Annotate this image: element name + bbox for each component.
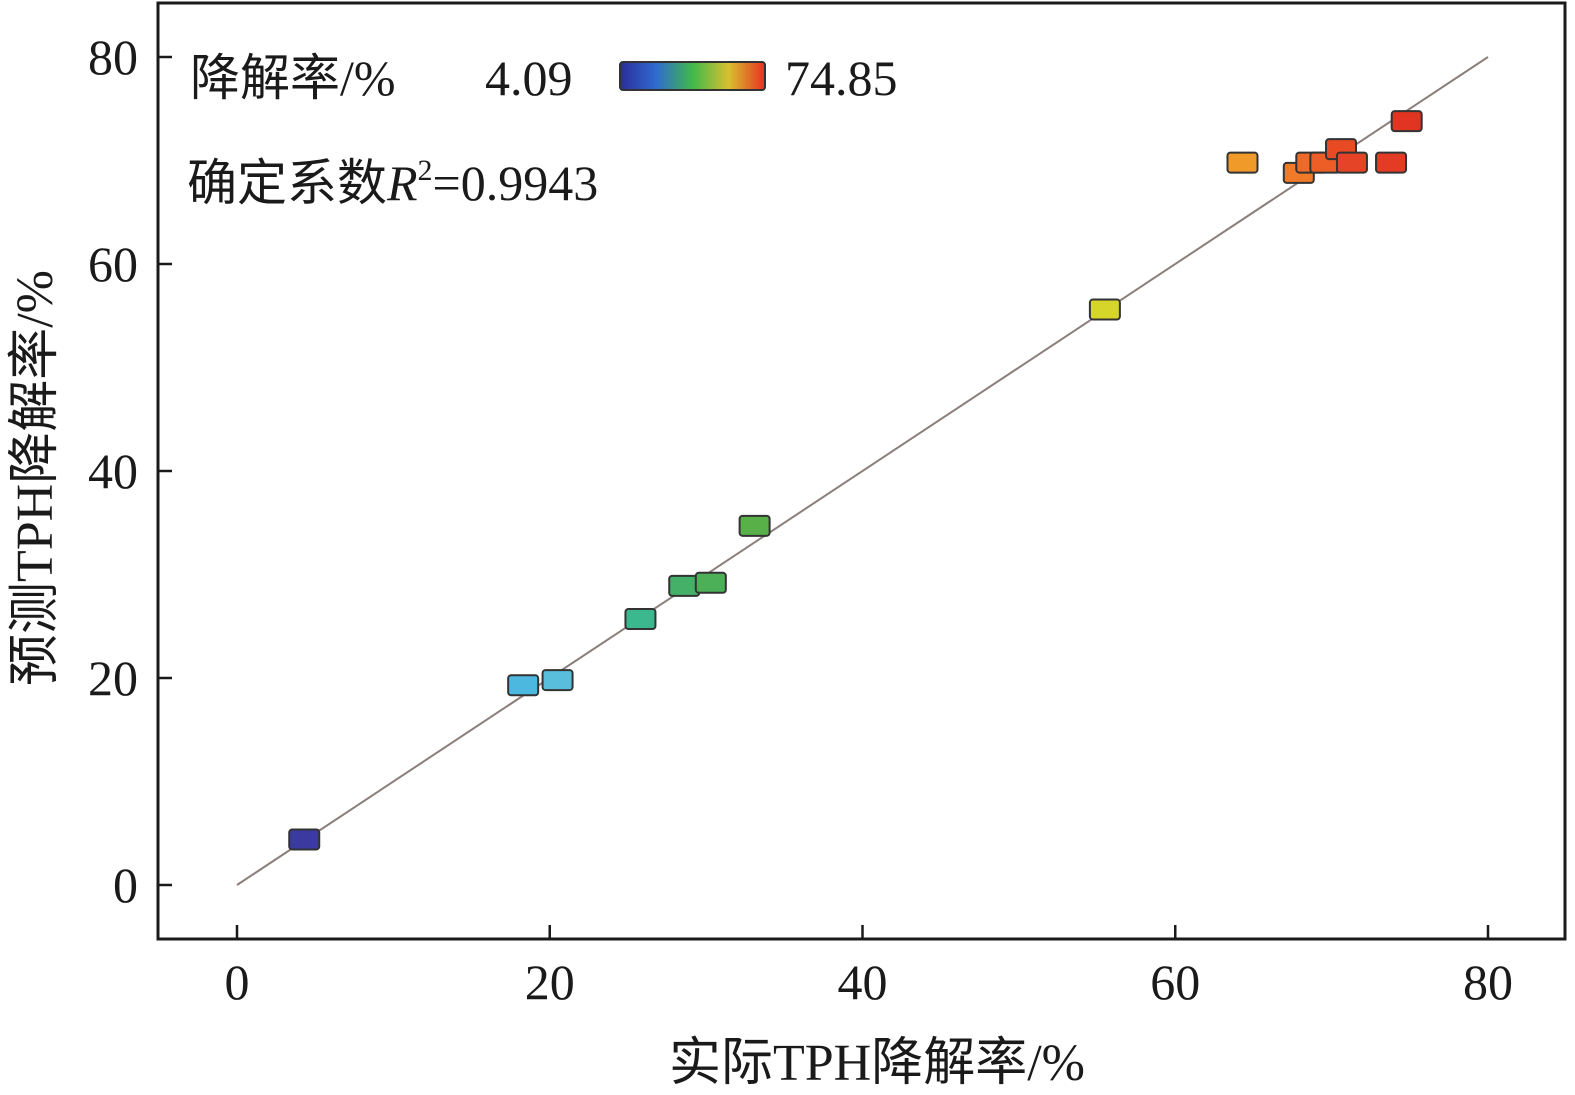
colorbar-label: 降解率/% [190,50,396,106]
data-point [694,571,727,594]
y-tick-label: 80 [88,29,138,85]
y-tick-label: 20 [88,650,138,706]
data-point [1390,110,1423,133]
r2-annotation: 确定系数R2=0.9943 [187,154,598,211]
y-axis-title: 预测TPH降解率/% [7,270,64,686]
colorbar-gradient [619,61,766,91]
data-point [624,608,657,631]
y-tick-label: 0 [113,857,138,913]
x-tick-label: 0 [225,954,250,1010]
data-point [668,574,701,597]
axis-tick-labels: 0 20 40 60 80 0 20 40 60 80 [88,29,1513,1010]
y-tick-label: 60 [88,236,138,292]
axis-ticks [158,55,1490,939]
x-tick-label: 60 [1150,954,1200,1010]
data-point [507,674,540,697]
r2-var: R [386,155,418,211]
x-axis-title: 实际TPH降解率/% [669,1035,1085,1092]
data-point [1335,151,1368,174]
x-tick-label: 80 [1463,954,1513,1010]
colorbar-min-label: 4.09 [485,50,573,106]
colorbar-max-label: 74.85 [785,50,898,106]
data-point [288,828,321,851]
x-tick-label: 20 [525,954,575,1010]
data-point [738,514,771,537]
data-point [1226,151,1259,174]
reference-line [236,56,1489,886]
data-point [1088,298,1121,321]
data-points [288,110,1423,851]
r2-value: =0.9943 [433,155,599,211]
data-point [1375,151,1408,174]
r2-prefix: 确定系数 [187,155,387,211]
x-tick-label: 40 [838,954,888,1010]
y-tick-label: 40 [88,443,138,499]
data-point [541,669,574,692]
r2-superscript: 2 [418,154,433,187]
